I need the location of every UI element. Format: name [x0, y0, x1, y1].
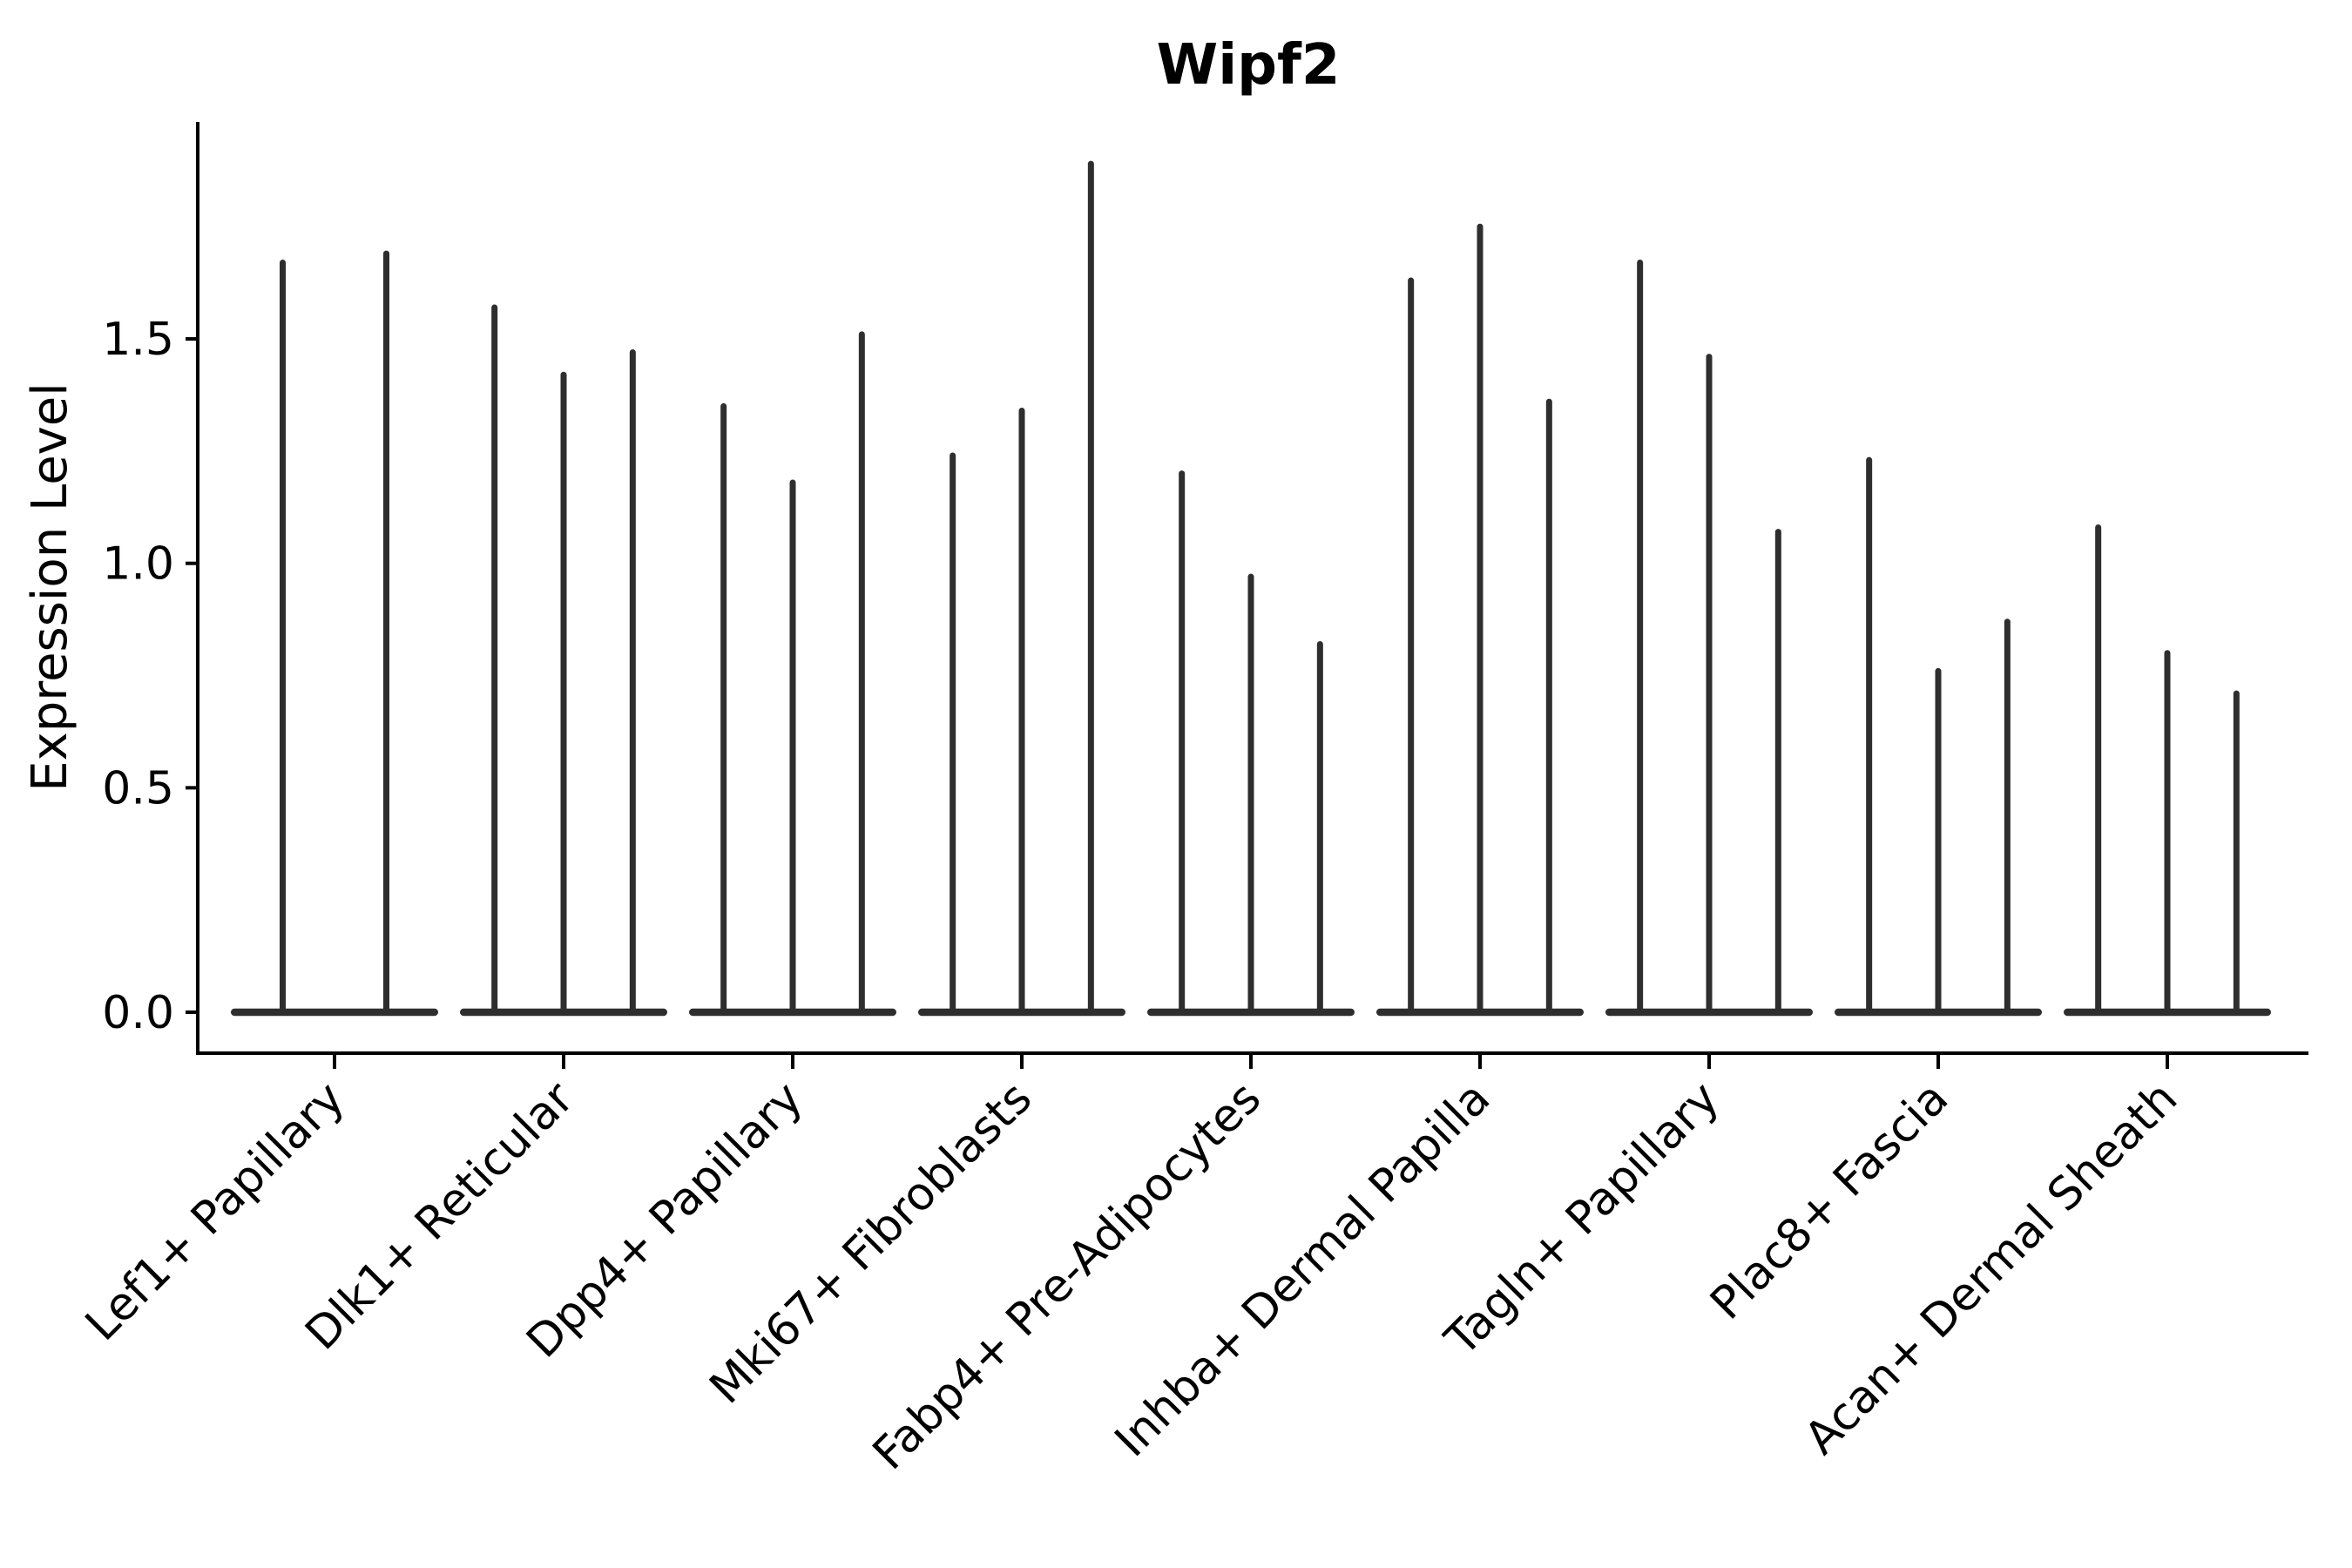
x-tick-label: Acan+ Dermal Sheath — [1795, 1072, 2188, 1465]
x-tick-label: Fabp4+ Pre-Adipocytes — [863, 1072, 1271, 1480]
x-tick-label: Inhba+ Dermal Papilla — [1105, 1072, 1500, 1467]
y-tick-label: 0.5 — [102, 762, 174, 814]
y-axis-label: Expression Level — [22, 382, 78, 792]
y-tick-label: 1.5 — [102, 314, 174, 366]
y-tick-label: 0.0 — [102, 987, 174, 1039]
violin-base — [231, 1008, 438, 1017]
x-tick-label: Plac8+ Fascia — [1700, 1072, 1958, 1330]
chart-title: Wipf2 — [1157, 33, 1341, 98]
y-tick-label: 1.0 — [102, 538, 174, 591]
